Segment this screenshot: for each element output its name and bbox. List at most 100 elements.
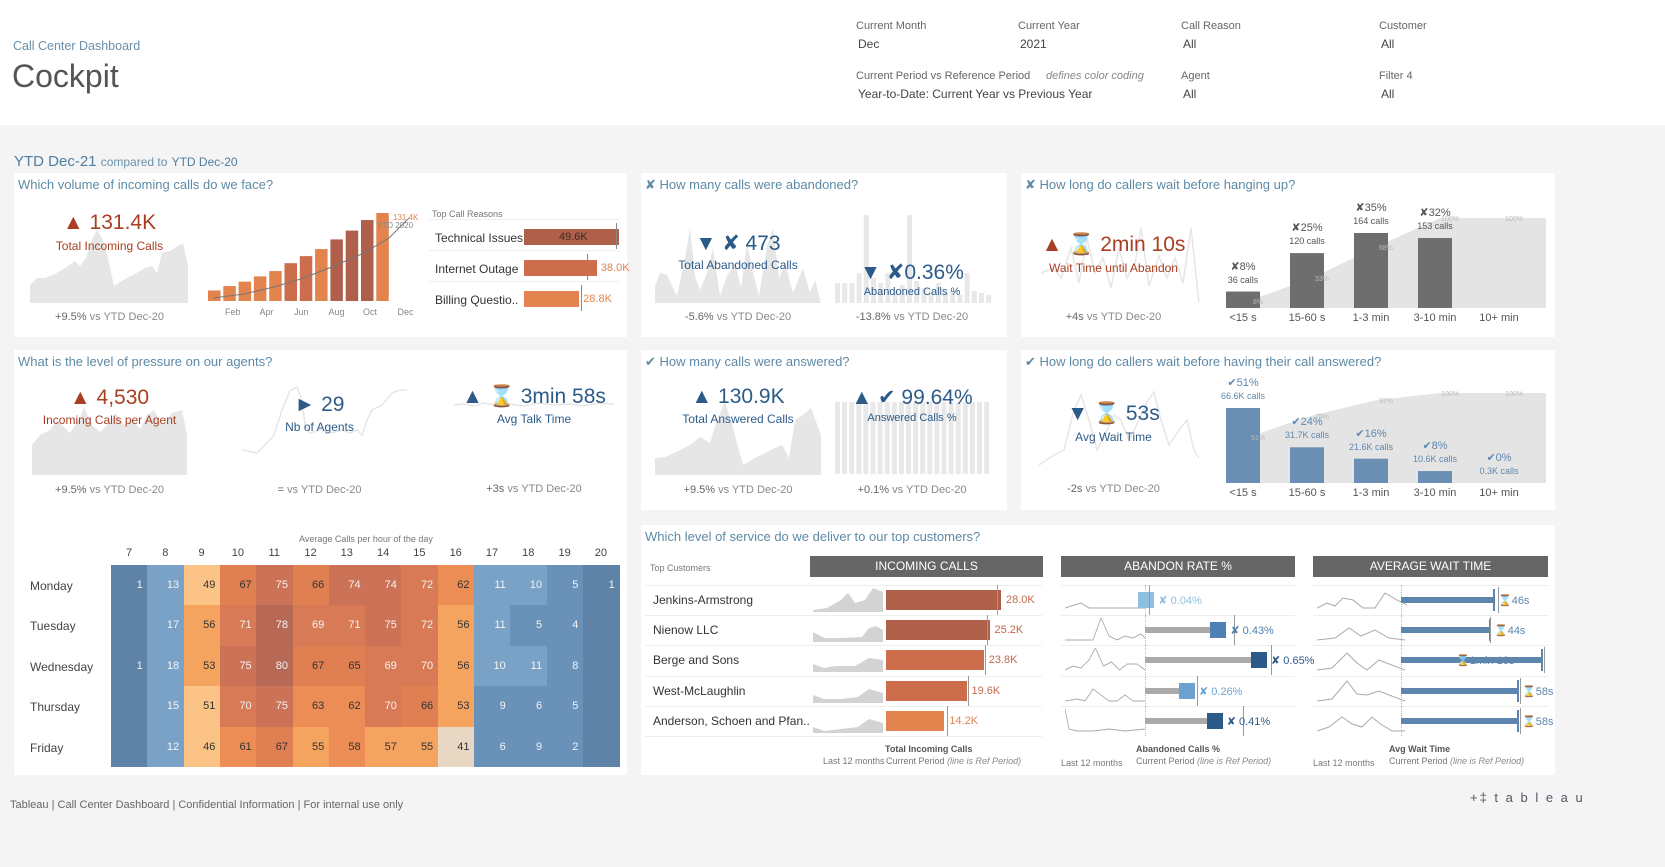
customer-name: Anderson, Schoen and Pfan.. (653, 713, 810, 728)
customer-divider (645, 675, 1042, 677)
wait-value: ⌛44s (1494, 625, 1526, 638)
wait-ref-line (1520, 707, 1521, 734)
wait-answer-label: Avg Wait Time (1075, 430, 1152, 444)
answered-month-bar (948, 402, 954, 474)
bar-calls-label: 153 calls (1417, 221, 1453, 232)
filter-agent[interactable]: All (1183, 87, 1197, 101)
heatmap-cell: 6 (474, 726, 511, 768)
abandoned-month-bar (921, 288, 927, 303)
incoming-bar (886, 710, 945, 731)
filter-4[interactable]: All (1381, 87, 1395, 101)
monthly-incoming-chart (208, 213, 410, 301)
abandoned-title: ✘ How many calls were abandoned? (645, 177, 859, 192)
filter-current-month[interactable]: Dec (858, 37, 880, 51)
customer-divider (645, 705, 1042, 707)
customer-divider (645, 736, 1042, 737)
incoming-bar (886, 650, 984, 671)
customer-abandon-sparkline (1065, 708, 1145, 732)
heatmap-cell: 55 (292, 726, 330, 768)
customer-wait-sparkline (1317, 679, 1406, 702)
day-label: Thursday (30, 700, 81, 715)
filter-current-year[interactable]: 2021 (1020, 37, 1047, 51)
tableau-logo[interactable]: +‡ t a b l e a u (1470, 790, 1585, 805)
distribution-bar (1226, 408, 1260, 483)
filter-call-reason[interactable]: All (1183, 37, 1197, 51)
wait-end-tick (1541, 649, 1543, 672)
nb-agents-comparison: = vs YTD Dec-20 (277, 484, 362, 496)
dashboard-subtitle: Call Center Dashboard (13, 39, 141, 53)
answered-month-bar (977, 402, 982, 474)
answered-calls-comparison: +9.5% vs YTD Dec-20 (683, 484, 793, 496)
abandon-ref-line (1196, 675, 1198, 706)
customer-divider (645, 615, 1042, 617)
customer-abandon-sparkline (1065, 618, 1145, 641)
heatmap-cell: 41 (437, 726, 475, 768)
abandon-divider (1061, 645, 1295, 647)
abandoned-calls-label: Total Abandoned Calls (678, 258, 798, 272)
heatmap-cell: 13 (147, 565, 185, 606)
abandoned-month-bar (842, 283, 848, 303)
answered-title: ✔ How many calls were answered? (645, 354, 850, 369)
filter-period[interactable]: Year-to-Date: Current Year vs Previous Y… (858, 87, 1093, 101)
abandon-divider (1061, 615, 1295, 617)
abandoned-month-bar (971, 291, 977, 303)
month-bar (253, 276, 267, 301)
customer-name: Jenkins-Armstrong (653, 593, 754, 607)
nb-agents-label: Nb of Agents (285, 420, 354, 434)
abandon-marker (1138, 592, 1155, 608)
customer-incoming-sparkline (813, 688, 883, 703)
heatmap-cell: 9 (474, 686, 511, 728)
customer-wait-sparkline (1317, 592, 1407, 609)
heatmap-cell (111, 605, 148, 647)
wait-answer-value: ▼ ⌛ 53s (1067, 402, 1160, 425)
answered-month-bar (863, 402, 869, 474)
heatmap-cell: 72 (401, 605, 439, 647)
bar-calls-label: 0.3K calls (1479, 465, 1519, 476)
answered-pct-comparison: +0.1% vs YTD Dec-20 (857, 484, 967, 496)
heatmap-cell: 8 (546, 645, 584, 687)
wait-bar (1401, 717, 1517, 724)
heatmap-cell: 4 (546, 605, 584, 647)
abandoned-month-bar (849, 283, 855, 303)
abandon-divider (1061, 705, 1295, 707)
bar-pct-label: ✘32% (1419, 207, 1451, 220)
cumulative-label: 100% (1441, 216, 1459, 223)
customer-name: Berge and Sons (653, 653, 740, 668)
abandon-divider (1061, 585, 1295, 586)
bar-calls-label: 21.6K calls (1348, 441, 1394, 452)
heatmap-cell: 70 (365, 686, 402, 728)
cumulative-label: 68% (1378, 244, 1393, 252)
reason-ref-line (580, 285, 582, 311)
heatmap-cell: 15 (147, 686, 185, 728)
wait-bar (1401, 657, 1541, 664)
heatmap-cell: 75 (256, 686, 293, 728)
abandoned-month-bar (907, 215, 912, 303)
abandon-marker (1179, 682, 1195, 699)
bar-pct-label: ✔16% (1355, 427, 1387, 440)
wait-abandon-comparison: +4s vs YTD Dec-20 (1065, 311, 1162, 323)
heatmap-cell: 66 (292, 565, 330, 606)
category-label: 15-60 s (1288, 487, 1326, 499)
abandoned-month-bar (979, 293, 984, 303)
abandoned-panel: ✘ How many calls were abandoned? ▼ ✘ 473… (641, 173, 1007, 337)
cumulative-label: 100% (1505, 216, 1523, 223)
heatmap-cell: 56 (437, 645, 475, 687)
wait-abandon-sparkline (1041, 228, 1200, 304)
answered-month-bar (835, 402, 840, 474)
heatmap-cell: 74 (365, 565, 402, 606)
foot-abandon-title: Abandoned Calls % (1136, 744, 1221, 754)
heatmap-cell (582, 686, 620, 728)
answered-month-bar (877, 402, 883, 474)
customers-title: Which level of service do we deliver to … (645, 529, 981, 544)
abandoned-pct-comparison: -13.8% vs YTD Dec-20 (855, 311, 969, 323)
hour-label: 11 (268, 547, 280, 559)
filter-customer[interactable]: All (1381, 37, 1395, 51)
abandoned-month-bar (935, 283, 941, 303)
abandon-wait-distribution: ✘8% 36 calls <15 s 8% ✘25% 120 calls 15-60 s 33… (1216, 202, 1546, 333)
category-label: 1-3 min (1352, 487, 1390, 499)
bar-pct-label: ✔51% (1227, 377, 1259, 389)
answered-month-bar (884, 402, 890, 474)
hour-label: 12 (304, 547, 317, 559)
month-bar (223, 286, 236, 301)
heatmap-cell (582, 726, 620, 768)
